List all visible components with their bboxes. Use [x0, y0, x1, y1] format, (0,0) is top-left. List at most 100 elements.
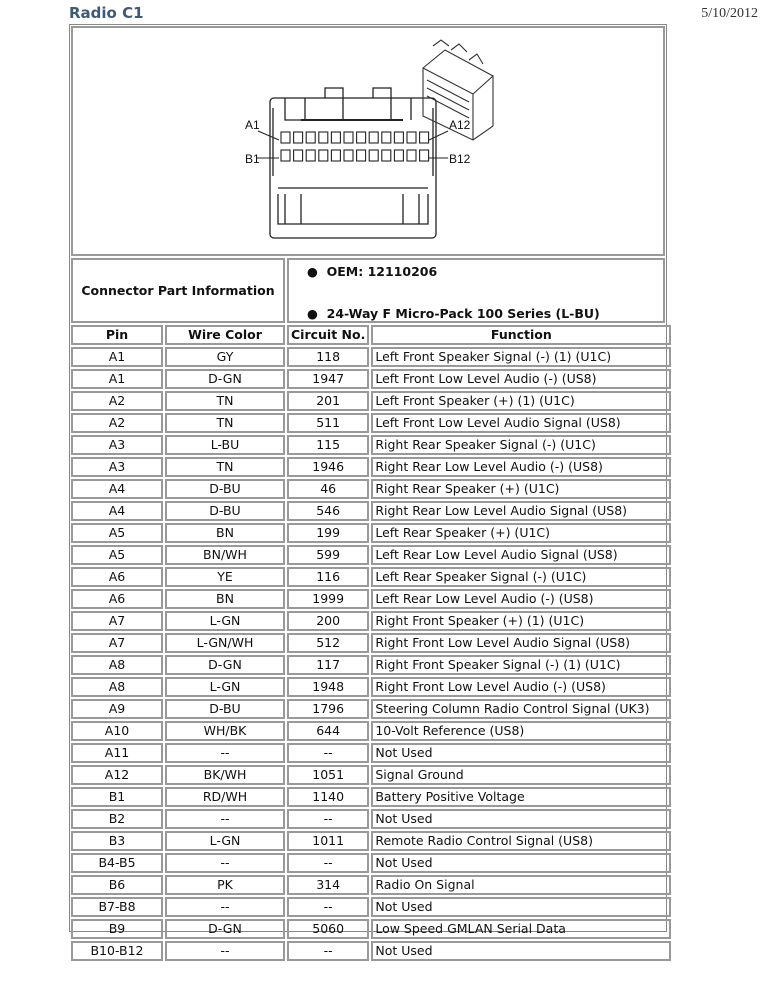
cell-function: Right Front Speaker Signal (-) (1) (U1C) [371, 655, 672, 675]
cell-wire-color: L-GN [165, 677, 285, 697]
table-row: A4 D-BU 46 Right Rear Speaker (+) (U1C) [71, 479, 672, 499]
table-row: A3 L-BU 115 Right Rear Speaker Signal (-) (… [71, 435, 672, 455]
cell-pin: A1 [71, 369, 163, 389]
cell-wire-color: TN [165, 391, 285, 411]
cell-function: Left Front Speaker (+) (1) (U1C) [371, 391, 672, 411]
pin-cavity [330, 131, 341, 144]
cell-wire-color: D-GN [165, 655, 285, 675]
cell-circuit-no: -- [287, 941, 370, 961]
page-title: Radio C1 [69, 4, 144, 22]
cell-circuit-no: -- [287, 809, 370, 829]
cell-wire-color: RD/WH [165, 787, 285, 807]
cell-circuit-no: 5060 [287, 919, 370, 939]
cell-function: Right Front Low Level Audio (-) (US8) [371, 677, 672, 697]
table-row: B2 -- -- Not Used [71, 809, 672, 829]
table-row: A5 BN/WH 599 Left Rear Low Level Audio Sign… [71, 545, 672, 565]
pin-cavity [305, 131, 316, 144]
cell-function: Right Rear Low Level Audio Signal (US8) [371, 501, 672, 521]
pin-cavity [406, 131, 417, 144]
cell-circuit-no: 200 [287, 611, 370, 631]
table-row: A7 L-GN/WH 512 Right Front Low Level Audio … [71, 633, 672, 653]
col-pin: Pin [71, 325, 163, 345]
cell-pin: A8 [71, 655, 163, 675]
table-row: A9 D-BU 1796 Steering Column Radio Control … [71, 699, 672, 719]
connector-body-outline [269, 97, 437, 239]
cell-pin: B6 [71, 875, 163, 895]
pin-cavity [368, 149, 379, 162]
table-row: B6 PK 314 Radio On Signal [71, 875, 672, 895]
pinout-table: Pin Wire Color Circuit No. Function A1 GY… [69, 323, 673, 963]
pin-cavity [419, 149, 430, 162]
cell-wire-color: BN [165, 523, 285, 543]
cell-wire-color: TN [165, 413, 285, 433]
cell-circuit-no: 1999 [287, 589, 370, 609]
cell-function: Not Used [371, 853, 672, 873]
pin-cavity [368, 131, 379, 144]
col-function: Function [371, 325, 672, 345]
cell-function: Right Front Speaker (+) (1) (U1C) [371, 611, 672, 631]
cell-pin: A3 [71, 457, 163, 477]
col-wire-color: Wire Color [165, 325, 285, 345]
table-row: B10-B12 -- -- Not Used [71, 941, 672, 961]
cell-circuit-no: 1011 [287, 831, 370, 851]
pin-cavity [318, 149, 329, 162]
pin-cavity [330, 149, 341, 162]
pin-cavity [305, 149, 316, 162]
cell-wire-color: D-BU [165, 479, 285, 499]
table-row: A6 BN 1999 Left Rear Low Level Audio (-) (U… [71, 589, 672, 609]
cell-pin: B10-B12 [71, 941, 163, 961]
table-row: B4-B5 -- -- Not Used [71, 853, 672, 873]
cell-circuit-no: 1140 [287, 787, 370, 807]
table-row: A12 BK/WH 1051 Signal Ground [71, 765, 672, 785]
cell-wire-color: TN [165, 457, 285, 477]
cell-pin: A3 [71, 435, 163, 455]
cell-wire-color: -- [165, 897, 285, 917]
cell-circuit-no: 1947 [287, 369, 370, 389]
cell-function: Not Used [371, 941, 672, 961]
cell-function: Not Used [371, 897, 672, 917]
table-row: A6 YE 116 Left Rear Speaker Signal (-) (U1C… [71, 567, 672, 587]
connector-series: 24-Way F Micro-Pack 100 Series (L-BU) [326, 306, 600, 321]
connector-drawing: A1 A12 B1 B12 [245, 39, 494, 239]
cell-function: Radio On Signal [371, 875, 672, 895]
cell-circuit-no: -- [287, 853, 370, 873]
cell-wire-color: BK/WH [165, 765, 285, 785]
cell-pin: A2 [71, 413, 163, 433]
cell-function: Not Used [371, 743, 672, 763]
cell-wire-color: L-BU [165, 435, 285, 455]
cell-wire-color: BN/WH [165, 545, 285, 565]
cell-pin: A7 [71, 611, 163, 631]
cell-circuit-no: 1946 [287, 457, 370, 477]
table-row: A2 TN 201 Left Front Speaker (+) (1) (U1C) [71, 391, 672, 411]
table-row: B7-B8 -- -- Not Used [71, 897, 672, 917]
pin-cavity [406, 149, 417, 162]
cell-function: Steering Column Radio Control Signal (UK… [371, 699, 672, 719]
cell-wire-color: L-GN/WH [165, 633, 285, 653]
cell-circuit-no: 118 [287, 347, 370, 367]
cell-pin: B1 [71, 787, 163, 807]
connector-isometric [422, 39, 494, 141]
cell-wire-color: -- [165, 941, 285, 961]
connector-part-info-label: Connector Part Information [71, 258, 285, 323]
cell-circuit-no: 199 [287, 523, 370, 543]
cell-function: Left Rear Low Level Audio Signal (US8) [371, 545, 672, 565]
pin-cavity [393, 131, 404, 144]
label-a1: A1 [245, 118, 260, 132]
cell-function: Left Rear Speaker Signal (-) (U1C) [371, 567, 672, 587]
series-bullet: ● 24-Way F Micro-Pack 100 Series (L-BU) [307, 306, 600, 321]
connector-diagram: A1 A12 B1 B12 [71, 26, 665, 256]
cell-function: Right Rear Low Level Audio (-) (US8) [371, 457, 672, 477]
cell-circuit-no: 599 [287, 545, 370, 565]
cell-pin: A9 [71, 699, 163, 719]
cell-function: Battery Positive Voltage [371, 787, 672, 807]
print-date: 5/10/2012 [701, 6, 758, 21]
cell-function: Remote Radio Control Signal (US8) [371, 831, 672, 851]
cell-wire-color: WH/BK [165, 721, 285, 741]
cell-function: Right Rear Speaker (+) (U1C) [371, 479, 672, 499]
cell-wire-color: -- [165, 809, 285, 829]
cell-function: Right Rear Speaker Signal (-) (U1C) [371, 435, 672, 455]
cell-wire-color: D-BU [165, 501, 285, 521]
cell-circuit-no: 201 [287, 391, 370, 411]
cell-pin: A5 [71, 545, 163, 565]
pin-cavity [318, 131, 329, 144]
